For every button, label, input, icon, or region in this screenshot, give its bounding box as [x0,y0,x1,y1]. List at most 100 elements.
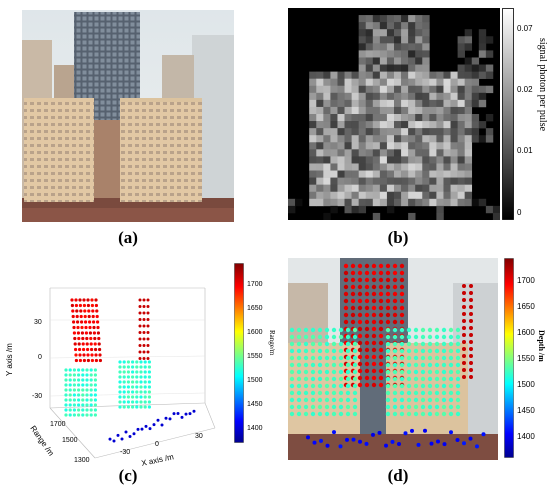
intensity-pixel [323,163,331,171]
scatter-point [147,360,151,364]
intensity-pixel [457,50,465,58]
scatter-point [72,383,76,387]
intensity-pixel [422,78,430,87]
overlay-point [392,334,398,340]
intensity-pixel [436,121,444,129]
overlay-point [448,404,454,410]
overlay-point [324,390,330,396]
scatter-point [81,342,85,346]
overlay-point [434,362,440,368]
overlay-point [378,340,384,346]
overlay-point [357,270,363,276]
intensity-pixel [436,135,444,143]
overlay-point [310,327,316,333]
intensity-pixel [358,142,367,150]
scatter-point [72,388,76,392]
intensity-pixel [450,163,458,171]
overlay-point [427,327,433,333]
scatter-point [85,398,89,402]
overlay-point [325,443,330,448]
scatter-point [146,305,150,308]
overlay-point [469,347,473,351]
overlay-point [310,348,316,354]
scatter-point [89,398,93,402]
overlay-point [462,333,466,337]
overlay-point [385,376,391,382]
overlay-point [392,355,398,361]
range-tick-1300: 1300 [74,457,90,464]
overlay-point [449,430,453,435]
overlay-point [378,347,384,353]
intensity-pixel [436,71,444,79]
scatter-point [74,347,78,352]
intensity-pixel [408,121,416,129]
panel-b-intensity [288,8,501,221]
intensity-pixel [309,99,317,108]
intensity-pixel [471,57,480,65]
scatter-point [147,395,151,399]
intensity-pixel [415,163,423,171]
overlay-point [371,263,377,269]
scatter-point [81,336,85,341]
overlay-point [378,361,384,367]
overlay-point [385,284,391,290]
overlay-point [324,348,330,354]
intensity-pixel [457,121,465,129]
intensity-pixel [323,99,331,108]
scatter-point [131,375,135,379]
scatter-point [98,347,102,352]
intensity-pixel [422,99,430,108]
overlay-point [399,397,405,403]
overlay-point [289,362,295,368]
intensity-pixel [379,191,388,200]
intensity-pixel [379,149,388,157]
scatter-point [90,303,94,308]
intensity-pixel [323,92,331,101]
intensity-pixel [386,85,395,94]
overlay-point [455,334,461,340]
overlay-point [303,376,309,382]
overlay-point [455,376,461,382]
overlay-point [385,341,391,347]
overlay-point [427,355,433,361]
scatter-point [146,298,150,302]
intensity-pixel [358,128,367,136]
intensity-pixel [478,64,487,72]
intensity-pixel [330,78,338,87]
scatter-point [122,365,126,369]
overlay-point [371,270,377,276]
intensity-pixel [450,85,458,94]
intensity-pixel [351,163,359,171]
overlay-point [317,341,323,347]
scatter-point [89,403,93,407]
overlay-point [399,284,405,290]
scatter-point [89,336,93,341]
intensity-pixel [401,36,409,44]
intensity-pixel [408,64,416,72]
scatter-point [139,395,143,399]
intensity-pixel [401,64,409,72]
overlay-point [364,305,370,311]
overlay-point [357,305,363,311]
intensity-pixel [309,78,317,87]
overlay-point [420,397,426,403]
intensity-pixel [443,114,451,122]
scatter-point [122,375,126,379]
intensity-pixel [379,22,388,30]
intensity-pixel [436,191,444,200]
overlay-point [310,369,316,375]
intensity-pixel [422,135,430,143]
scatter-point [77,342,81,346]
intensity-pixel [309,114,317,122]
intensity-pixel [422,177,430,185]
intensity-pixel [351,135,359,143]
scatter-point [85,378,89,382]
overlay-point [442,442,447,447]
intensity-pixel [394,29,402,37]
scatter-point [68,408,72,412]
intensity-pixel [443,92,451,101]
intensity-pixel [401,57,409,65]
y-tick-30: 30 [34,319,42,326]
overlay-point [385,390,391,396]
overlay-point [413,362,419,368]
